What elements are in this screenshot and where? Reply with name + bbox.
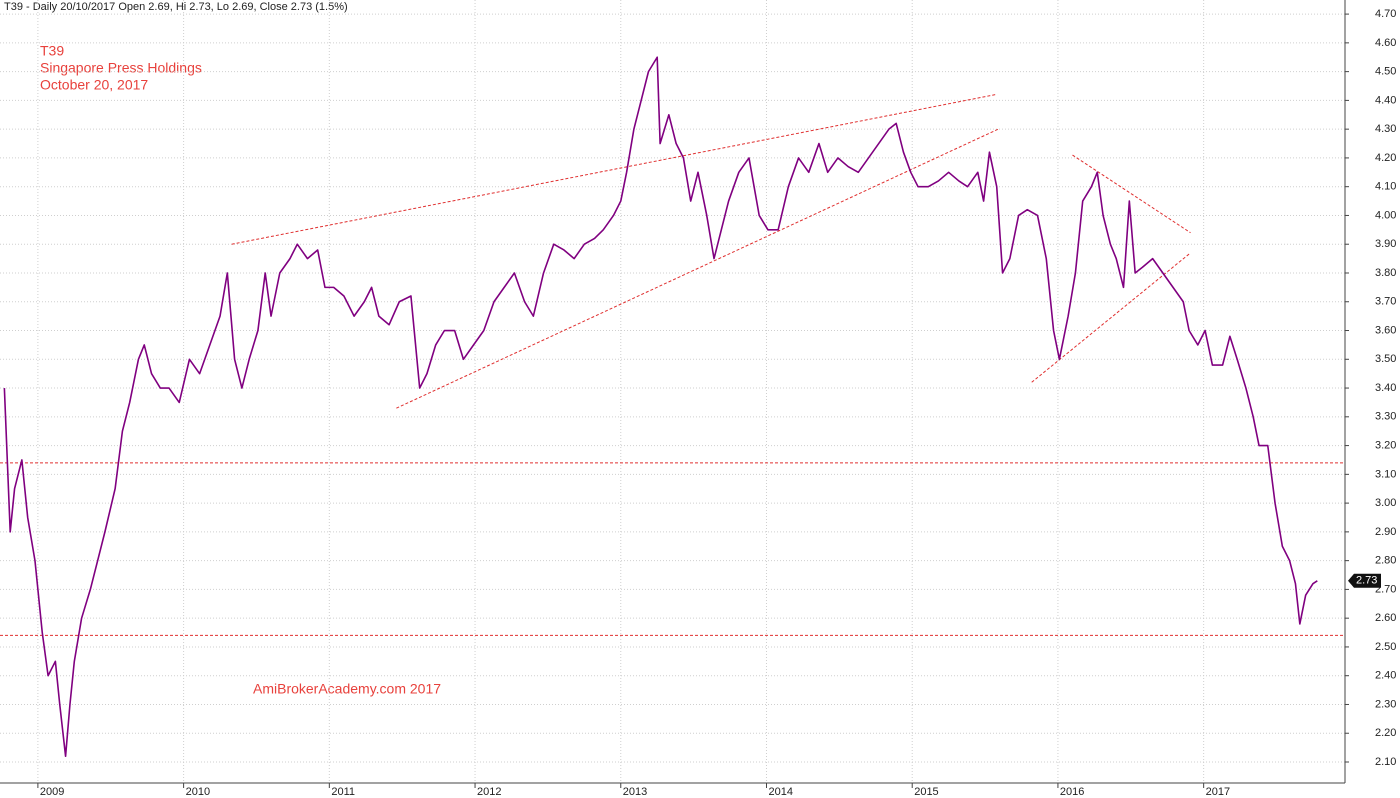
trend-line xyxy=(396,128,999,409)
y-tick-label: 4.40 xyxy=(1375,94,1396,106)
last-value-box xyxy=(1348,573,1381,588)
x-tick-label: 2014 xyxy=(768,786,792,798)
y-tick-label: 4.50 xyxy=(1375,66,1396,78)
y-tick-label: 3.00 xyxy=(1375,497,1396,509)
y-tick-label: 2.50 xyxy=(1375,641,1396,653)
y-tick-label: 3.30 xyxy=(1375,411,1396,423)
y-tick-label: 2.60 xyxy=(1375,612,1396,624)
y-tick-label: 3.10 xyxy=(1375,468,1396,480)
y-tick-label: 2.10 xyxy=(1375,756,1396,768)
price-line xyxy=(3,56,1318,758)
y-tick-label: 3.90 xyxy=(1375,238,1396,250)
y-tick-label: 4.60 xyxy=(1375,37,1396,49)
chart-subtitle: T39 - Daily 20/10/2017 Open 2.69, Hi 2.7… xyxy=(4,1,348,13)
y-tick-label: 3.70 xyxy=(1375,296,1396,308)
y-tick-label: 3.40 xyxy=(1375,382,1396,394)
x-tick-label: 2013 xyxy=(623,786,647,798)
watermark: AmiBrokerAcademy.com 2017 xyxy=(253,681,441,697)
y-tick-label: 2.80 xyxy=(1375,555,1396,567)
y-tick-label: 4.10 xyxy=(1375,181,1396,193)
y-tick-label: 4.70 xyxy=(1375,8,1396,20)
y-tick-label: 4.30 xyxy=(1375,123,1396,135)
y-tick-label: 2.40 xyxy=(1375,670,1396,682)
last-value-label: 2.73 xyxy=(1356,575,1377,587)
annotation: October 20, 2017 xyxy=(40,77,148,93)
x-tick-label: 2015 xyxy=(914,786,938,798)
x-tick-label: 2010 xyxy=(186,786,210,798)
y-tick-label: 2.90 xyxy=(1375,526,1396,538)
annotation: Singapore Press Holdings xyxy=(40,60,202,76)
y-tick-label: 3.50 xyxy=(1375,353,1396,365)
y-tick-label: 3.20 xyxy=(1375,439,1396,451)
y-tick-label: 3.60 xyxy=(1375,324,1396,336)
x-tick-label: 2012 xyxy=(477,786,501,798)
x-tick-label: 2011 xyxy=(331,786,355,798)
y-tick-label: 3.80 xyxy=(1375,267,1396,279)
y-tick-label: 2.30 xyxy=(1375,698,1396,710)
x-tick-label: 2017 xyxy=(1206,786,1230,798)
y-tick-label: 2.20 xyxy=(1375,727,1396,739)
trend-line xyxy=(1072,154,1191,234)
annotation: T39 xyxy=(40,43,64,59)
y-tick-label: 4.00 xyxy=(1375,209,1396,221)
y-tick-label: 4.20 xyxy=(1375,152,1396,164)
x-tick-label: 2016 xyxy=(1060,786,1084,798)
x-tick-label: 2009 xyxy=(40,786,64,798)
